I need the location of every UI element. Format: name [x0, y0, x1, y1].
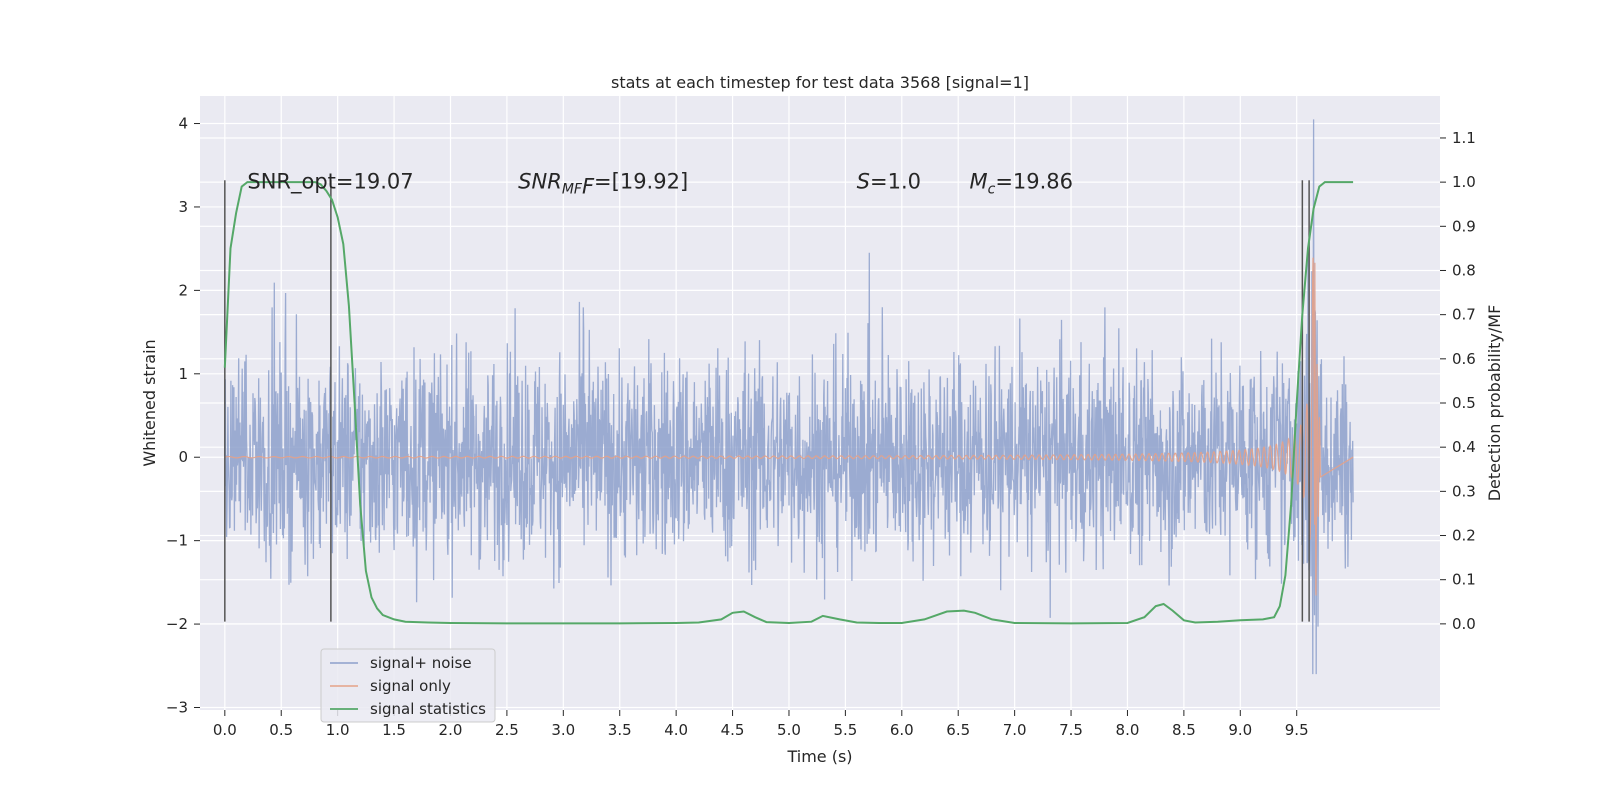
- annotations: SNR_opt=19.07 SNRMFF=[19.92] S=1.0 Mc=19.86: [247, 169, 1073, 198]
- y2-tick-label: 1.1: [1452, 129, 1476, 147]
- legend-label-noise: signal+ noise: [370, 654, 472, 672]
- x-tick-label: 3.5: [608, 721, 632, 739]
- x-tick-label: 0.5: [269, 721, 293, 739]
- x-axis-ticks: 0.0 0.5 1.0 1.5 2.0 2.5 3.0 3.5 4.0 4.5 5.0 5.5 6.0 6…: [213, 710, 1309, 739]
- x-tick-label: 8.5: [1172, 721, 1196, 739]
- y-tick-label: 1: [178, 365, 188, 383]
- y2-tick-label: 1.0: [1452, 173, 1476, 191]
- y2-tick-label: 0.2: [1452, 527, 1476, 545]
- annotation-0: SNR_opt=19.07: [247, 169, 413, 194]
- legend-box: [320, 648, 496, 723]
- y-tick-label: 0: [178, 448, 188, 466]
- noise-series: [224, 119, 1354, 675]
- x-tick-label: 3.0: [551, 721, 575, 739]
- x-tick-label: 7.0: [1003, 721, 1027, 739]
- x-tick-label: 2.5: [495, 721, 519, 739]
- y-tick-label: −2: [166, 615, 188, 633]
- y2-tick-label: 0.5: [1452, 394, 1476, 412]
- statistics-trace: [223, 181, 1354, 625]
- noise-trace: [224, 119, 1354, 675]
- y-tick-label: −3: [166, 698, 188, 716]
- x-axis-label: Time (s): [786, 747, 852, 766]
- y2-tick-label: 0.6: [1452, 350, 1476, 368]
- x-tick-label: 6.5: [946, 721, 970, 739]
- y2-tick-label: 0.0: [1452, 615, 1476, 633]
- y-tick-label: 3: [178, 198, 188, 216]
- x-tick-label: 9.5: [1285, 721, 1309, 739]
- y2-axis-ticks: 1.1 1.0 0.9 0.8 0.7 0.6 0.5 0.4 0.3 0.2 0.1 0.0: [1440, 129, 1476, 633]
- legend: signal+ noise signal only signal statist…: [320, 648, 496, 723]
- legend-label-signal: signal only: [370, 677, 451, 695]
- y-axis-label: Whitened strain: [140, 339, 159, 466]
- y-tick-label: 4: [178, 115, 188, 133]
- signal-series: [224, 257, 1354, 596]
- x-tick-label: 6.0: [890, 721, 914, 739]
- annotation-2: S=1.0: [857, 169, 921, 193]
- vertical-markers: [224, 180, 1310, 622]
- y-tick-label: −1: [166, 532, 188, 550]
- x-tick-label: 0.0: [213, 721, 237, 739]
- y2-tick-label: 0.1: [1452, 571, 1476, 589]
- y-tick-label: 2: [178, 281, 188, 299]
- x-tick-label: 1.0: [326, 721, 350, 739]
- annotation-3: Mc=19.86: [969, 169, 1073, 197]
- statistics-series: [223, 181, 1354, 625]
- x-tick-label: 4.5: [721, 721, 745, 739]
- annotation-1: SNRMFF=[19.92]: [518, 169, 688, 198]
- signal-trace: [224, 257, 1354, 596]
- y-axis-ticks: 4 3 2 1 0 −1 −2 −3: [166, 115, 200, 716]
- x-tick-label: 7.5: [1059, 721, 1083, 739]
- legend-label-statistics: signal statistics: [370, 700, 486, 718]
- y2-tick-label: 0.9: [1452, 217, 1476, 235]
- y2-axis-label: Detection probability/MF: [1485, 305, 1504, 502]
- x-tick-label: 4.0: [664, 721, 688, 739]
- y2-tick-label: 0.4: [1452, 438, 1476, 456]
- y2-tick-label: 0.3: [1452, 482, 1476, 500]
- x-tick-label: 5.0: [777, 721, 801, 739]
- chart-title: stats at each timestep for test data 356…: [611, 73, 1029, 92]
- x-tick-label: 8.0: [1116, 721, 1140, 739]
- x-tick-label: 5.5: [833, 721, 857, 739]
- y2-tick-label: 0.7: [1452, 306, 1476, 324]
- x-tick-label: 9.0: [1228, 721, 1252, 739]
- x-tick-label: 1.5: [382, 721, 406, 739]
- x-tick-label: 2.0: [439, 721, 463, 739]
- y2-tick-label: 0.8: [1452, 261, 1476, 279]
